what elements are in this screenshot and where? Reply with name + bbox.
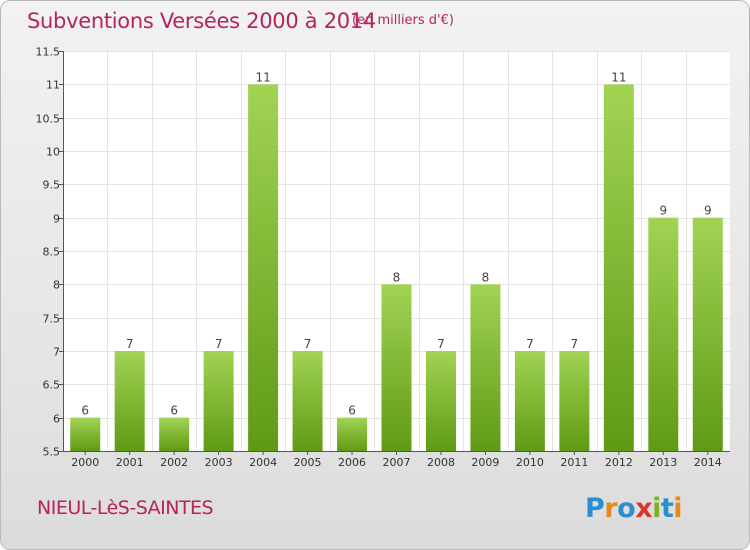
bar-value-label: 7: [126, 337, 134, 351]
y-tick-label: 6: [53, 413, 60, 426]
y-tick-label: 7.5: [43, 313, 61, 326]
y-tick-label: 9: [53, 213, 60, 226]
y-tick-label: 7: [53, 346, 60, 359]
x-tick-label: 2012: [605, 456, 633, 469]
y-tick-label: 9.5: [43, 179, 61, 192]
x-tick-label: 2009: [471, 456, 499, 469]
x-tick-label: 2006: [338, 456, 366, 469]
bar-value-label: 7: [215, 337, 223, 351]
bar: [159, 417, 190, 451]
y-tick-label: 10: [46, 146, 60, 159]
bar-value-label: 9: [704, 204, 712, 218]
bar-value-label: 9: [659, 204, 667, 218]
x-tick-label: 2013: [649, 456, 677, 469]
x-tick-label: 2001: [116, 456, 144, 469]
bar: [425, 351, 456, 451]
x-tick-label: 2007: [383, 456, 411, 469]
bar: [292, 351, 323, 451]
bar: [559, 351, 590, 451]
x-tick-label: 2014: [694, 456, 722, 469]
bar-value-label: 7: [304, 337, 312, 351]
y-tick-label: 5.5: [43, 446, 61, 459]
y-tick-label: 6.5: [43, 379, 61, 392]
bar: [114, 351, 145, 451]
bar-value-label: 6: [170, 404, 178, 418]
bar: [648, 217, 679, 451]
bars: 6 7 6 7 11 7 6 8 7 8 7 7 11 9 9: [70, 70, 723, 451]
axes: 5.5 6 6.5 7 7.5 8 8.5 9 9.5 10 10.5 11 11.5 2000 2001 2…: [36, 46, 730, 469]
x-tick-label: 2011: [560, 456, 588, 469]
bar-value-label: 11: [255, 70, 270, 84]
y-tick-label: 8.5: [43, 246, 61, 259]
bar-value-label: 6: [348, 404, 356, 418]
bar: [603, 84, 634, 451]
y-tick-label: 8: [53, 279, 60, 292]
bar: [337, 417, 368, 451]
bar-value-label: 7: [437, 337, 445, 351]
bar-value-label: 11: [611, 70, 626, 84]
x-tick-label: 2003: [205, 456, 233, 469]
bar-value-label: 7: [526, 337, 534, 351]
svg-text:Proxiti: Proxiti: [585, 493, 682, 524]
chart-unit: (en milliers d'€): [352, 13, 454, 28]
commune-name: NIEUL-LèS-SAINTES: [37, 497, 214, 519]
x-tick-label: 2010: [516, 456, 544, 469]
x-tick-label: 2005: [294, 456, 322, 469]
bar-value-label: 8: [393, 270, 401, 284]
bar: [248, 84, 279, 451]
x-tick-label: 2008: [427, 456, 455, 469]
x-tick-label: 2004: [249, 456, 277, 469]
y-tick-label: 10.5: [36, 113, 61, 126]
bar-value-label: 6: [81, 404, 89, 418]
bar: [470, 284, 501, 451]
chart-title: Subventions Versées 2000 à 2014: [27, 9, 376, 33]
x-tick-label: 2000: [71, 456, 99, 469]
bar: [514, 351, 545, 451]
x-tick-label: 2002: [160, 456, 188, 469]
bar-value-label: 7: [571, 337, 579, 351]
bar: [692, 217, 723, 451]
bar: [70, 417, 101, 451]
bar: [381, 284, 412, 451]
y-tick-label: 11: [46, 79, 60, 92]
proxiti-logo: Proxiti: [585, 493, 683, 524]
y-tick-label: 11.5: [36, 46, 61, 59]
bar-value-label: 8: [482, 270, 490, 284]
bar: [203, 351, 234, 451]
